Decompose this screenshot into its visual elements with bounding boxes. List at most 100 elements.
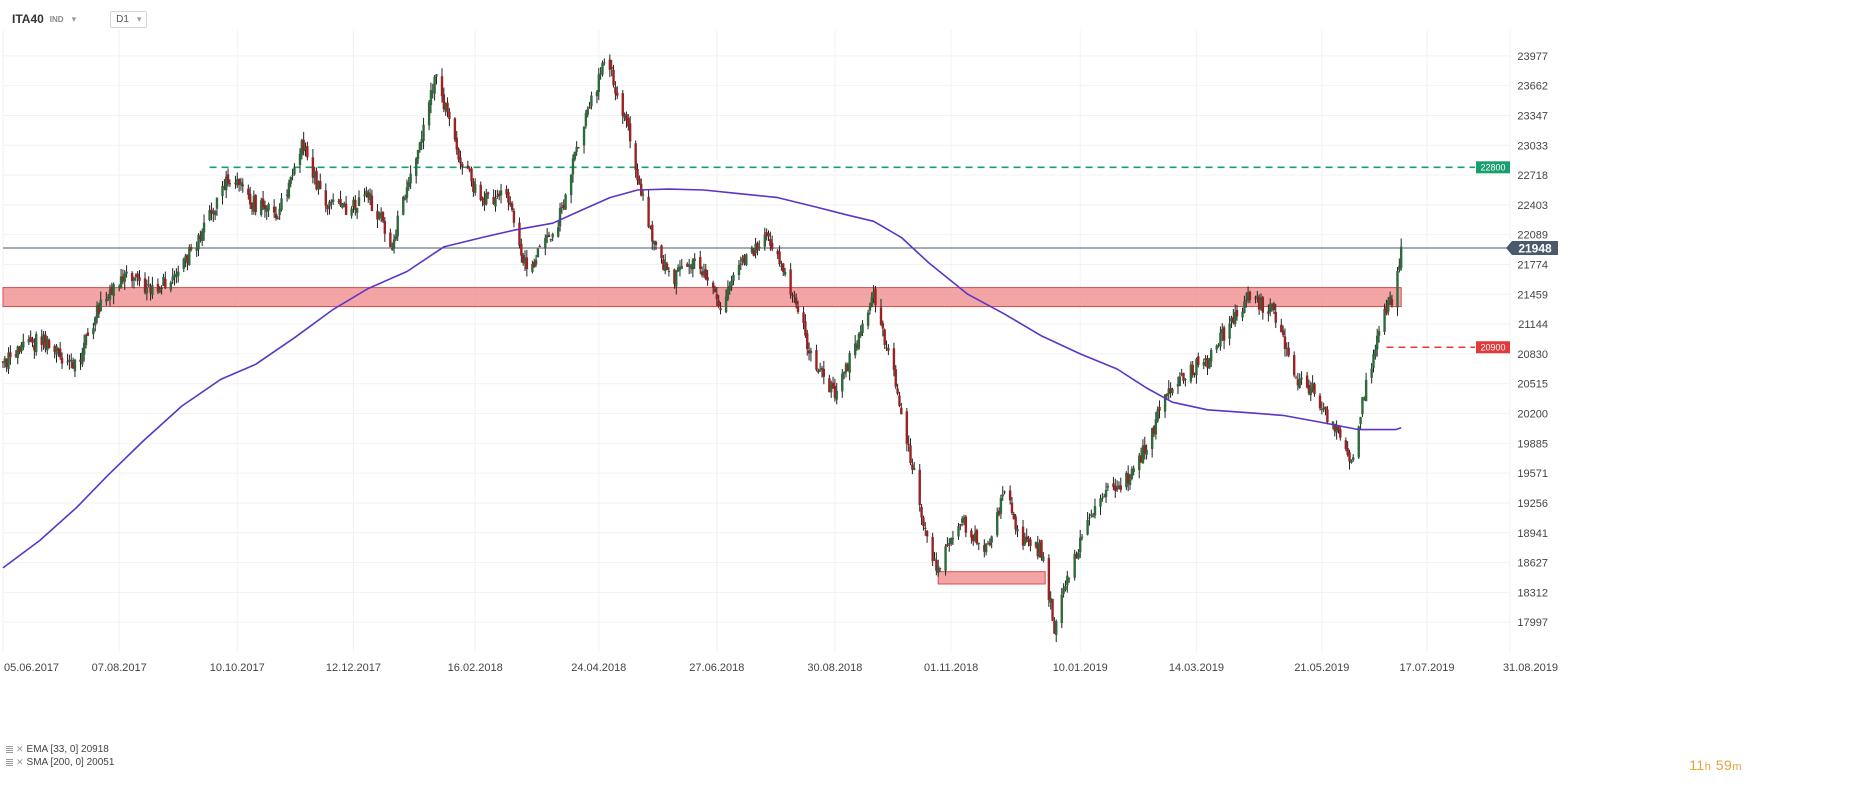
candle-body <box>92 328 95 335</box>
candle-body <box>562 204 565 209</box>
candle-body <box>274 213 278 219</box>
candle-body <box>175 273 178 278</box>
candle-body <box>355 207 359 213</box>
candle-body <box>835 391 838 400</box>
candle-body <box>518 222 521 246</box>
candle-body <box>608 59 612 70</box>
candle-body <box>1079 537 1082 553</box>
list-icon <box>6 759 13 766</box>
candle-body <box>202 222 206 233</box>
candle-body <box>693 258 696 261</box>
candle-body <box>29 337 32 342</box>
candle-body <box>370 195 374 211</box>
candle-body <box>55 345 58 355</box>
candle-body <box>1320 408 1324 410</box>
candle-body <box>121 276 125 282</box>
candle-body <box>368 193 372 200</box>
symbol-dropdown-icon[interactable]: ▾ <box>71 13 77 24</box>
candle-body <box>621 93 624 117</box>
candle-body <box>1357 426 1360 458</box>
candle-body <box>97 306 101 314</box>
candle-body <box>1230 317 1233 322</box>
candle-body <box>392 239 396 249</box>
legend-ema-label: EMA [33, 0] 20918 <box>26 744 109 755</box>
candle-body <box>1241 311 1244 318</box>
candle-body <box>470 168 473 182</box>
candle-body <box>957 526 960 537</box>
moving-averages <box>2 188 1402 569</box>
candle-body <box>1387 299 1390 312</box>
candle-body <box>1233 312 1237 325</box>
candle-body <box>907 443 910 445</box>
candle-body <box>885 347 888 349</box>
candle-body <box>184 255 187 261</box>
candle-body <box>868 305 872 311</box>
candle-body <box>1259 299 1263 309</box>
candle-body <box>523 257 527 264</box>
candle-body <box>595 91 599 97</box>
candle-body <box>409 173 412 184</box>
candle-body <box>900 407 903 415</box>
candle-body <box>575 146 578 152</box>
candle-body <box>280 198 283 210</box>
candle-body <box>770 242 774 250</box>
candle-body <box>414 158 418 177</box>
candle-body <box>662 259 665 270</box>
candle-body <box>94 317 97 326</box>
candle-body <box>276 217 280 219</box>
candle-body <box>1099 498 1102 507</box>
candle-body <box>143 278 147 293</box>
x-tick-label: 21.05.2019 <box>1294 662 1349 674</box>
candle-body <box>804 321 807 336</box>
candle-body <box>461 163 464 167</box>
candle-body <box>378 212 381 219</box>
close-icon[interactable]: ✕ <box>16 744 24 754</box>
candle-body <box>1090 514 1093 516</box>
candle-body <box>700 271 704 276</box>
close-icon[interactable]: ✕ <box>16 757 24 767</box>
candle-body <box>250 202 254 210</box>
candle-body <box>1119 485 1122 490</box>
candle-body <box>1163 394 1167 412</box>
legend-ema[interactable]: ✕ EMA [33, 0] 20918 <box>6 743 114 756</box>
candle-body <box>719 308 722 311</box>
candle-body <box>1138 455 1141 471</box>
candle-body <box>1202 361 1206 366</box>
candle-body <box>691 259 695 270</box>
candle-body <box>935 560 938 571</box>
candle-body <box>512 210 516 223</box>
timeframe-select[interactable]: D1 ▾ <box>110 10 148 28</box>
candle-body <box>1313 383 1316 394</box>
candle-body <box>750 248 754 253</box>
candle-body <box>614 87 617 94</box>
candle-body <box>898 395 901 406</box>
candle-body <box>713 288 717 293</box>
candle-body <box>603 62 606 64</box>
candle-body <box>1364 379 1368 402</box>
candle-body <box>1102 496 1106 498</box>
symbol-label[interactable]: ITA40 <box>12 12 44 26</box>
candle-body <box>337 201 340 203</box>
candle-body <box>444 103 447 111</box>
candle-body <box>571 158 575 175</box>
candle-body <box>569 174 573 196</box>
candle-body <box>319 180 322 190</box>
x-tick-label: 05.06.2017 <box>4 662 59 674</box>
candle-body <box>510 203 514 211</box>
candle-body <box>1075 553 1078 558</box>
candle-body <box>156 283 160 292</box>
legend-sma-label: SMA [200, 0] 20051 <box>26 757 115 768</box>
candle-body <box>1352 457 1355 461</box>
candle-body <box>162 276 165 286</box>
candle-body <box>776 250 779 255</box>
candle-body <box>1165 394 1169 396</box>
candle-body <box>586 108 589 115</box>
candle-body <box>313 172 316 178</box>
legend-sma[interactable]: ✕ SMA [200, 0] 20051 <box>6 756 114 769</box>
candle-body <box>1016 528 1019 532</box>
candle-body <box>1008 490 1012 501</box>
candle-body <box>1182 372 1185 381</box>
y-tick-label: 22718 <box>1517 170 1548 182</box>
candle-body <box>652 240 656 244</box>
